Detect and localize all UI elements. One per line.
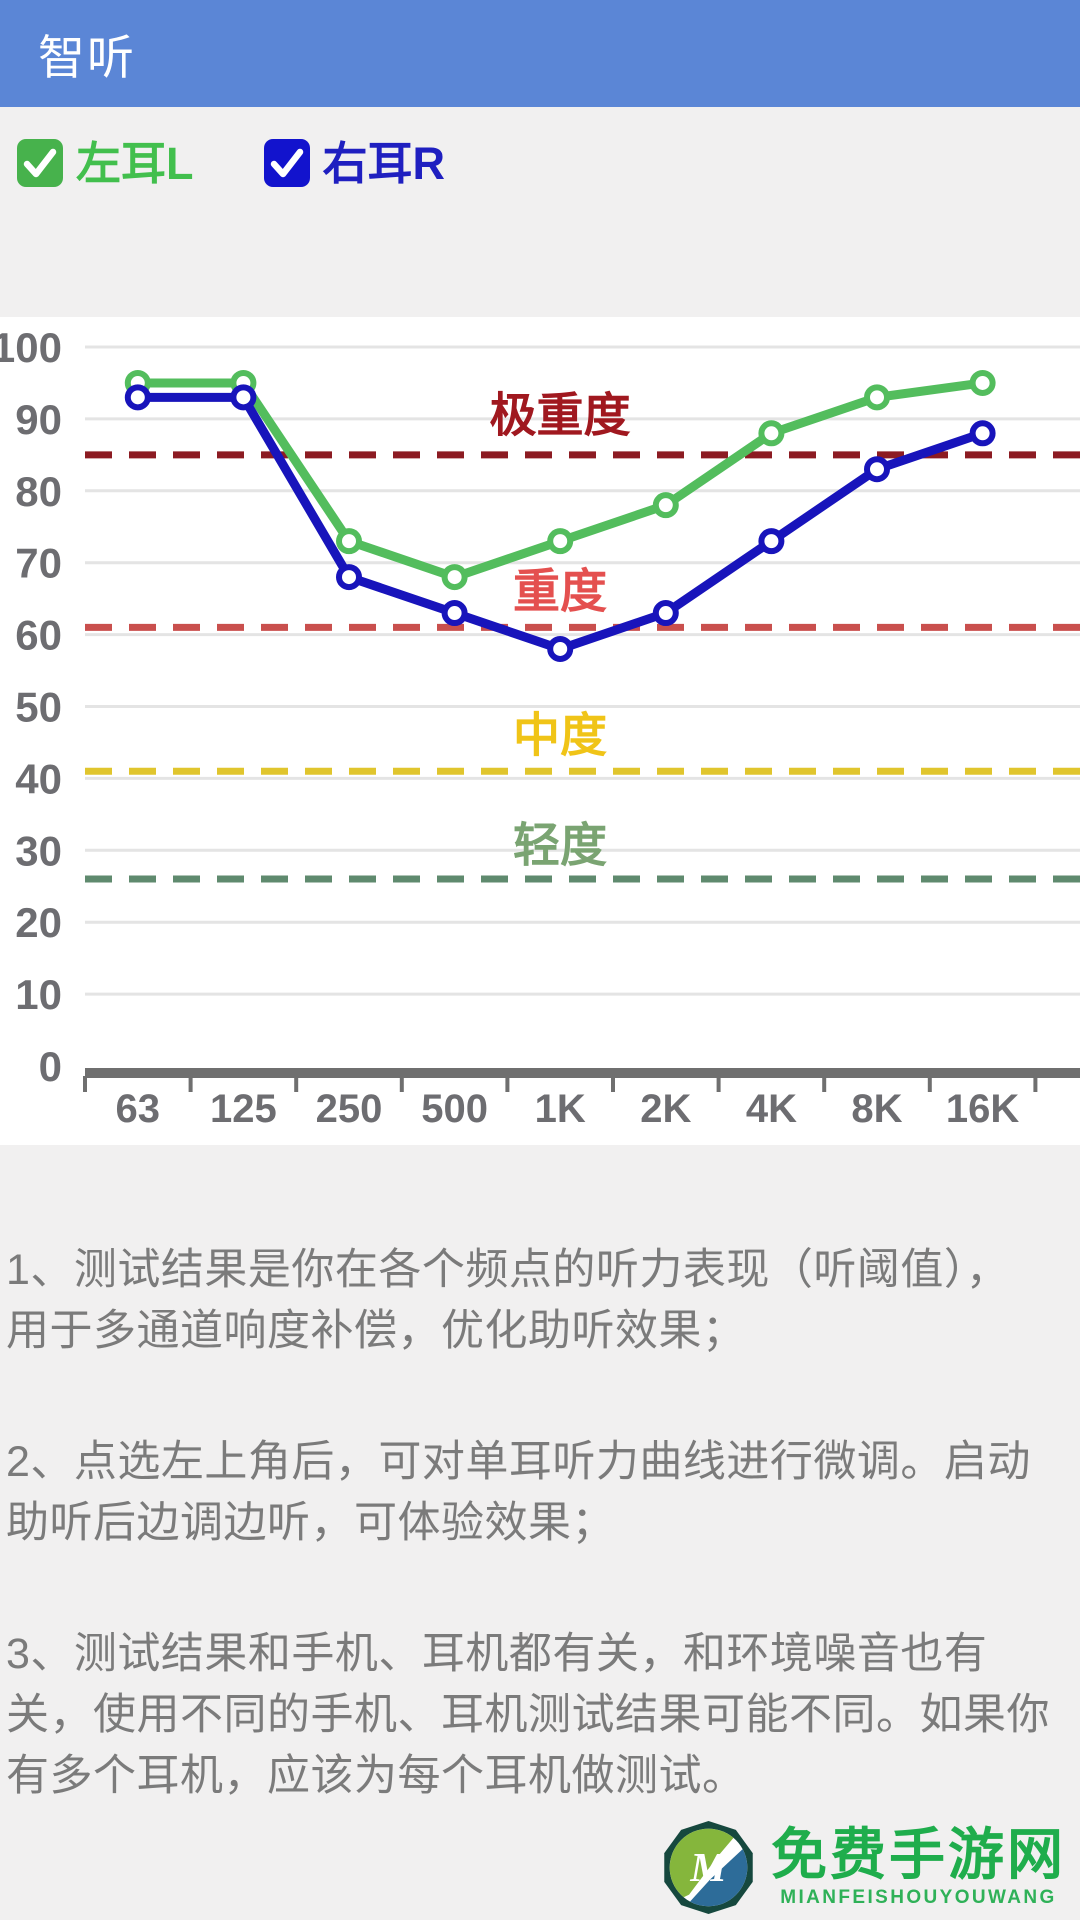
data-point (124, 384, 151, 411)
y-tick-label: 80 (15, 468, 62, 515)
x-tick-label: 4K (746, 1087, 797, 1131)
check-icon (23, 148, 57, 178)
data-point (441, 564, 468, 591)
data-point (336, 528, 362, 555)
threshold-label: 中度 (513, 708, 607, 761)
right-ear-checkbox-icon[interactable] (263, 139, 310, 187)
y-tick-label: 30 (15, 827, 62, 874)
watermark-text: 免费手游网 MIANFEISHOUYOUWANG (771, 1823, 1066, 1909)
check-icon (270, 148, 303, 178)
data-point (969, 420, 996, 447)
data-point (758, 420, 785, 447)
data-point (969, 369, 996, 396)
threshold-label: 重度 (513, 564, 607, 617)
data-point (652, 492, 679, 519)
x-tick-label: 125 (210, 1087, 277, 1131)
x-tick-label: 1K (535, 1087, 586, 1131)
left-ear-label: 左耳L (76, 137, 194, 189)
y-tick-label: 50 (15, 684, 62, 731)
data-point (547, 635, 574, 662)
hearing-chart: 极重度重度中度轻度 0 10 20 30 40 50 60 70 80 90 100 63 125 250 5… (0, 317, 1080, 1145)
data-point (336, 564, 362, 591)
watermark-logo-icon: M (664, 1820, 753, 1915)
x-tick-label: 63 (116, 1087, 161, 1131)
y-tick-label: 10 (15, 971, 62, 1018)
gridlines (85, 345, 1080, 996)
note-1: 1、测试结果是你在各个频点的听力表现（听阈值）， 用于多通道响度补偿，优化助听效… (6, 1246, 1010, 1355)
note-3: 3、测试结果和手机、耳机都有关，和环境噪音也有 关，使用不同的手机、耳机测试结果… (6, 1630, 1050, 1800)
data-point (441, 600, 468, 627)
series-right-ear (124, 384, 996, 662)
watermark-name: 免费手游网 (771, 1823, 1066, 1887)
x-tick-label: 16K (946, 1087, 1019, 1131)
left-ear-checkbox-icon[interactable] (17, 139, 63, 187)
notes-section: 1、测试结果是你在各个频点的听力表现（听阈值）， 用于多通道响度补偿，优化助听效… (0, 1145, 1080, 1920)
data-point (758, 528, 785, 555)
audiogram-card: 极重度重度中度轻度 0 10 20 30 40 50 60 70 80 90 100 63 125 250 5… (0, 317, 1080, 1145)
watermark: M 免费手游网 MIANFEISHOUYOUWANG (660, 1819, 1066, 1916)
ear-toggle-row: 左耳L 右耳R (0, 107, 1080, 317)
app-title: 智听 (38, 31, 136, 84)
y-tick-label: 0 (39, 1043, 62, 1090)
y-tick-label: 20 (15, 899, 62, 946)
x-axis (83, 1068, 1080, 1092)
y-tick-label: 70 (15, 540, 62, 587)
right-ear-label: 右耳R (322, 137, 446, 189)
x-tick-label: 8K (851, 1087, 902, 1131)
data-point (652, 600, 679, 627)
data-point (864, 456, 890, 483)
svg-text:M: M (689, 1845, 728, 1890)
note-2: 2、点选左上角后，可对单耳听力曲线进行微调。启动 助听后边调边听，可体验效果； (6, 1438, 1031, 1547)
y-tick-label: 100 (0, 324, 62, 371)
y-tick-label: 60 (15, 612, 62, 659)
x-tick-label: 500 (421, 1087, 488, 1131)
threshold-label: 轻度 (513, 818, 607, 871)
y-tick-label: 90 (15, 396, 62, 443)
data-point (547, 528, 574, 555)
y-tick-labels: 0 10 20 30 40 50 60 70 80 90 100 (0, 324, 62, 1090)
x-tick-label: 250 (316, 1087, 383, 1131)
data-point (864, 384, 890, 411)
y-tick-label: 40 (15, 755, 62, 802)
threshold-label: 极重度 (490, 388, 631, 441)
left-ear-toggle[interactable]: 左耳L (17, 139, 194, 187)
watermark-subtitle: MIANFEISHOUYOUWANG (780, 1886, 1057, 1908)
x-tick-labels: 63 125 250 500 1K 2K 4K 8K 16K (116, 1087, 1020, 1131)
series-left-ear (124, 369, 996, 591)
data-point (230, 384, 257, 411)
right-ear-toggle[interactable]: 右耳R (263, 137, 446, 189)
x-tick-label: 2K (640, 1087, 691, 1131)
app-header: 智听 (0, 0, 1080, 107)
